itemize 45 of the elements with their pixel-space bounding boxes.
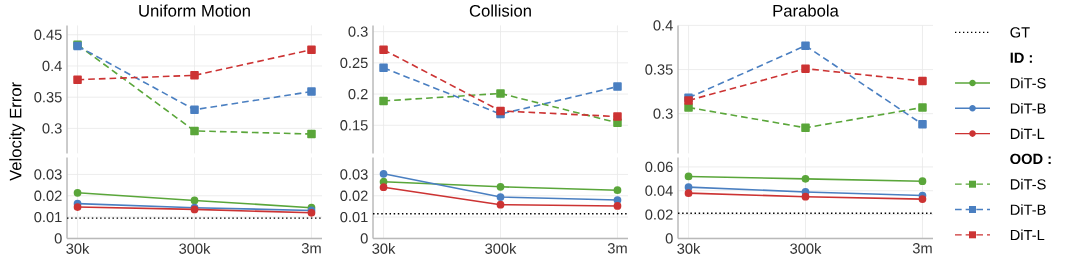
y-tick-label: 0.03	[34, 169, 62, 180]
x-tick-label: 300k	[485, 242, 517, 254]
x-tick-label: 3m	[607, 242, 627, 254]
x-tick-label: 300k	[179, 242, 211, 254]
legend-title: OOD :	[1010, 153, 1051, 164]
y-tick-label: 0.35	[34, 91, 62, 103]
y-tick-label: 0.45	[34, 29, 62, 40]
legend-label: DiT-B	[1010, 204, 1046, 215]
x-tick-label: 300k	[790, 242, 822, 254]
y-tick-label: 0.35	[645, 64, 673, 75]
x-tick-label: 30k	[372, 242, 396, 254]
x-tick-label: 3m	[912, 242, 932, 254]
y-tick-label: 0.3	[653, 108, 673, 119]
legend-label: GT	[1010, 27, 1030, 38]
y-tick-label: 0.2	[348, 88, 368, 100]
y-tick-label: 0.03	[340, 169, 368, 180]
y-tick-label: 0.3	[42, 123, 62, 134]
x-tick-label: 30k	[677, 242, 701, 254]
legend-label: DiT-B	[1010, 102, 1046, 114]
y-tick-label: 0.4	[653, 20, 673, 31]
y-tick-label: 0.15	[340, 119, 368, 131]
y-axis-title: Velocity Error	[9, 81, 25, 181]
legend-label: DiT-S	[1010, 178, 1046, 190]
legend-label: DiT-S	[1010, 77, 1046, 89]
chart-title: Collision	[469, 4, 531, 17]
y-tick-label: 0.25	[340, 57, 368, 68]
y-tick-label: 0	[360, 233, 368, 244]
y-tick-label: 0	[665, 233, 673, 244]
legend-label: DiT-L	[1010, 229, 1045, 240]
chart-title: Parabola	[773, 4, 839, 17]
y-tick-label: 0.01	[340, 211, 368, 223]
y-tick-label: 0.02	[340, 190, 368, 201]
y-tick-label: 0	[54, 233, 62, 244]
y-tick-label: 0.06	[645, 161, 673, 172]
y-tick-label: 0.02	[645, 209, 673, 220]
chart-title: Uniform Motion	[139, 4, 250, 17]
legend-title: ID :	[1010, 52, 1032, 63]
y-tick-label: 0.3	[348, 26, 368, 37]
y-tick-label: 0.04	[645, 185, 673, 196]
x-tick-label: 30k	[66, 242, 90, 254]
y-tick-label: 0.4	[42, 60, 62, 71]
y-tick-label: 0.01	[34, 211, 62, 223]
y-tick-label: 0.02	[34, 190, 62, 201]
x-tick-label: 3m	[301, 242, 321, 254]
legend-label: DiT-L	[1010, 128, 1045, 139]
